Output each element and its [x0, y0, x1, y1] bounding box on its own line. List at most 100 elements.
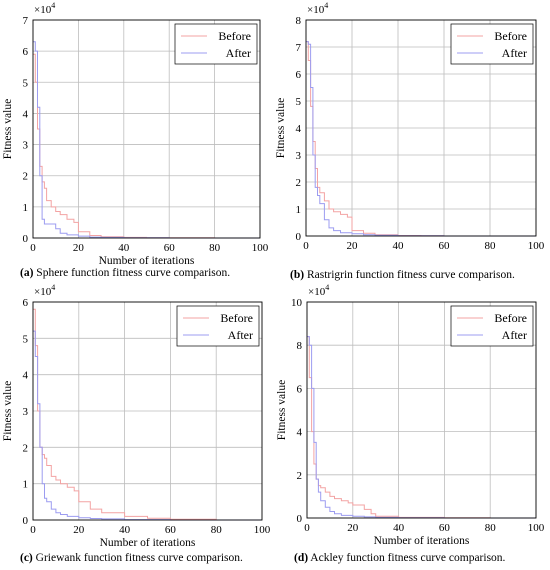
- y-tick-label: 0: [23, 233, 29, 245]
- panel-caption: (d) Ackley function fitness curve compar…: [294, 552, 506, 564]
- axes-frame: [32, 301, 263, 521]
- x-tick-label: 80: [211, 524, 223, 536]
- x-tick-label: 60: [164, 242, 176, 254]
- x-tick-label: 20: [347, 522, 359, 534]
- x-tick-label: 40: [393, 522, 405, 534]
- y-tick-label: 0: [297, 513, 303, 525]
- x-tick-label: 20: [73, 524, 85, 536]
- y-tick-label: 7: [296, 42, 302, 54]
- y-tick-label: 5: [23, 77, 29, 89]
- legend-label-before: Before: [218, 29, 251, 43]
- x-tick-label: 0: [304, 522, 310, 534]
- x-tick-label: 100: [252, 242, 269, 254]
- y-tick-label: 1: [23, 479, 29, 491]
- y-multiplier: ×104: [308, 283, 329, 298]
- panel-caption: (b) Rastrigrin function fitness curve co…: [290, 269, 515, 281]
- y-tick-label: 2: [23, 442, 29, 454]
- x-tick-label: 80: [209, 242, 221, 254]
- y-axis-label: Fitness value: [275, 98, 287, 158]
- y-tick-label: 8: [297, 340, 303, 352]
- y-tick-label: 6: [296, 69, 302, 81]
- x-tick-label: 0: [30, 524, 36, 536]
- x-tick-label: 40: [118, 242, 130, 254]
- legend-label-before: Before: [494, 29, 527, 43]
- x-tick-label: 0: [30, 242, 36, 254]
- y-tick-label: 6: [297, 383, 303, 395]
- y-tick-label: 3: [23, 406, 29, 418]
- x-tick-label: 80: [485, 240, 497, 252]
- x-tick-label: 60: [439, 240, 451, 252]
- x-tick-label: 20: [347, 240, 359, 252]
- x-tick-label: 80: [485, 522, 497, 534]
- x-tick-label: 0: [303, 240, 309, 252]
- y-axis-label: Fitness value: [276, 380, 288, 440]
- y-tick-label: 6: [23, 46, 29, 58]
- y-tick-label: 1: [296, 204, 302, 216]
- legend-label-after: After: [226, 46, 251, 60]
- y-multiplier-exponent: 4: [51, 283, 55, 292]
- legend-label-before: Before: [220, 311, 253, 325]
- axes-frame: [306, 301, 537, 519]
- y-multiplier-exponent: 4: [325, 283, 329, 292]
- panel-caption: (c) Griewank function fitness curve comp…: [20, 552, 243, 564]
- x-tick-label: 20: [73, 242, 85, 254]
- y-tick-label: 2: [296, 177, 302, 189]
- y-tick-label: 3: [296, 150, 302, 162]
- y-tick-label: 3: [23, 140, 29, 152]
- y-tick-label: 6: [23, 297, 29, 309]
- axes-frame: [32, 19, 261, 239]
- y-multiplier-exponent: 4: [324, 1, 328, 10]
- x-axis-label: Number of iterations: [100, 537, 196, 549]
- y-multiplier: ×104: [34, 1, 55, 16]
- y-multiplier-base: ×10: [307, 4, 325, 16]
- y-tick-label: 1: [23, 202, 29, 214]
- series-line-before: [307, 336, 536, 519]
- y-tick-label: 4: [23, 108, 29, 120]
- axes-frame: [305, 19, 537, 237]
- panel-caption-label: (a): [20, 267, 34, 279]
- legend-box: [450, 305, 534, 347]
- series-line-after: [33, 41, 260, 239]
- panel-caption: (a) Sphere function fitness curve compar…: [20, 267, 230, 279]
- panel-caption-text: Ackley function fitness curve comparison…: [308, 552, 505, 564]
- y-tick-label: 0: [296, 231, 302, 243]
- legend-label-after: After: [502, 328, 527, 342]
- legend-box: [450, 23, 534, 65]
- x-tick-label: 100: [254, 524, 271, 536]
- y-multiplier: ×104: [307, 1, 328, 16]
- y-axis-label: Fitness value: [2, 381, 14, 441]
- y-multiplier-base: ×10: [34, 286, 52, 298]
- y-multiplier-base: ×10: [34, 4, 52, 16]
- y-tick-label: 5: [296, 96, 302, 108]
- panel-caption-label: (b): [290, 269, 304, 281]
- legend-label-after: After: [228, 328, 253, 342]
- series-line-after: [33, 330, 262, 521]
- y-tick-label: 8: [296, 15, 302, 27]
- x-axis-label: Number of iterations: [99, 255, 195, 267]
- x-tick-label: 60: [439, 522, 451, 534]
- legend-box: [176, 305, 260, 347]
- x-tick-label: 100: [528, 522, 545, 534]
- panel-caption-label: (d): [294, 552, 308, 564]
- y-tick-label: 4: [297, 427, 303, 439]
- panel-caption-text: Rastrigrin function fitness curve compar…: [304, 269, 515, 281]
- y-tick-label: 4: [296, 123, 302, 135]
- x-tick-label: 40: [119, 524, 131, 536]
- y-tick-label: 10: [291, 297, 303, 309]
- legend-box: [174, 23, 258, 65]
- panel-caption-text: Sphere function fitness curve comparison…: [33, 267, 230, 279]
- y-tick-label: 7: [23, 15, 29, 27]
- y-multiplier-exponent: 4: [51, 1, 55, 10]
- y-tick-label: 4: [23, 370, 29, 382]
- y-multiplier: ×104: [34, 283, 55, 298]
- legend-label-after: After: [502, 46, 527, 60]
- panel-caption-label: (c): [20, 552, 33, 564]
- y-axis-label: Fitness value: [2, 99, 14, 159]
- y-tick-label: 0: [23, 515, 29, 527]
- y-tick-label: 2: [297, 470, 303, 482]
